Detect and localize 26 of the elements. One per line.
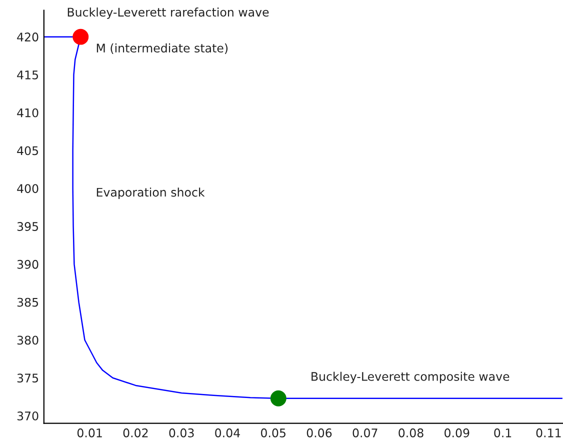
x-tick-label: 0.02 (123, 428, 148, 438)
x-tick-label: 0.1 (494, 428, 512, 438)
x-tick-label: 0.05 (260, 428, 286, 438)
x-tick-label: 0.03 (169, 428, 194, 438)
x-tick-label: 0.01 (77, 428, 102, 438)
y-tick-label: 415 (17, 70, 38, 80)
y-tick-label: 380 (17, 336, 38, 345)
x-tick-label: 0.09 (444, 428, 470, 438)
y-tick-label: 370 (17, 412, 38, 420)
annotation: Buckley-Leverett rarefaction wave (68, 7, 269, 19)
annotation: M (intermediate state) (96, 43, 228, 54)
y-tick-label: 375 (17, 374, 38, 383)
y-tick-label: 385 (17, 298, 38, 307)
x-tick-label: 0.06 (306, 428, 332, 438)
x-tick-label: 0.04 (215, 428, 240, 438)
x-tick-label: 0.11 (536, 428, 561, 438)
y-tick-label: 400 (17, 184, 38, 194)
y-tick-label: 420 (17, 32, 38, 42)
y-tick-label: 395 (17, 222, 38, 231)
annotation: Evaporation shock (96, 188, 205, 199)
annotation: Buckley-Leverett composite wave (312, 372, 510, 384)
y-tick-label: 405 (17, 146, 38, 156)
y-tick-label: 410 (17, 108, 38, 118)
x-tick-label: 0.07 (352, 428, 378, 438)
x-tick-label: 0.08 (398, 428, 424, 438)
y-tick-label: 390 (17, 260, 38, 269)
